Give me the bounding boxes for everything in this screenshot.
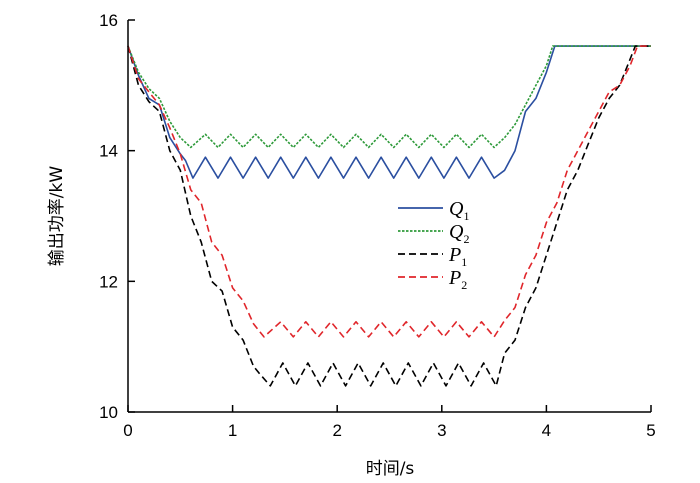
- x-tick-label: 1: [228, 421, 237, 440]
- legend-label-name: P: [448, 267, 461, 289]
- x-tick-label: 3: [437, 421, 446, 440]
- y-tick-label: 14: [99, 142, 118, 161]
- series-line-p1: [127, 45, 651, 387]
- series-line-p2: [127, 45, 651, 338]
- legend-label-name: Q: [449, 198, 464, 220]
- series-layer: [127, 45, 651, 387]
- legend-label-subscript: 1: [461, 255, 467, 269]
- y-tick-label: 16: [99, 11, 118, 30]
- legend-label-subscript: 2: [461, 278, 467, 292]
- legend-label: P2: [448, 267, 467, 292]
- legend-label-name: P: [448, 244, 461, 266]
- y-tick-label: 12: [99, 272, 118, 291]
- x-tick-label: 5: [646, 421, 655, 440]
- legend-label-subscript: 2: [463, 232, 469, 246]
- legend-label: Q2: [449, 221, 469, 246]
- y-tick-label: 10: [99, 403, 118, 422]
- x-axis-label: 时间/s: [366, 459, 415, 479]
- x-tick-label: 2: [332, 421, 341, 440]
- x-tick-label: 0: [123, 421, 132, 440]
- x-tick-label: 4: [542, 421, 551, 440]
- series-line-q2: [127, 45, 651, 149]
- y-axis-label: 输出功率/kW: [47, 166, 67, 267]
- series-line-q1: [127, 45, 651, 179]
- legend-label-name: Q: [449, 221, 464, 243]
- legend-label-subscript: 1: [463, 209, 469, 223]
- legend-label: P1: [448, 244, 467, 269]
- legend-label: Q1: [449, 198, 469, 223]
